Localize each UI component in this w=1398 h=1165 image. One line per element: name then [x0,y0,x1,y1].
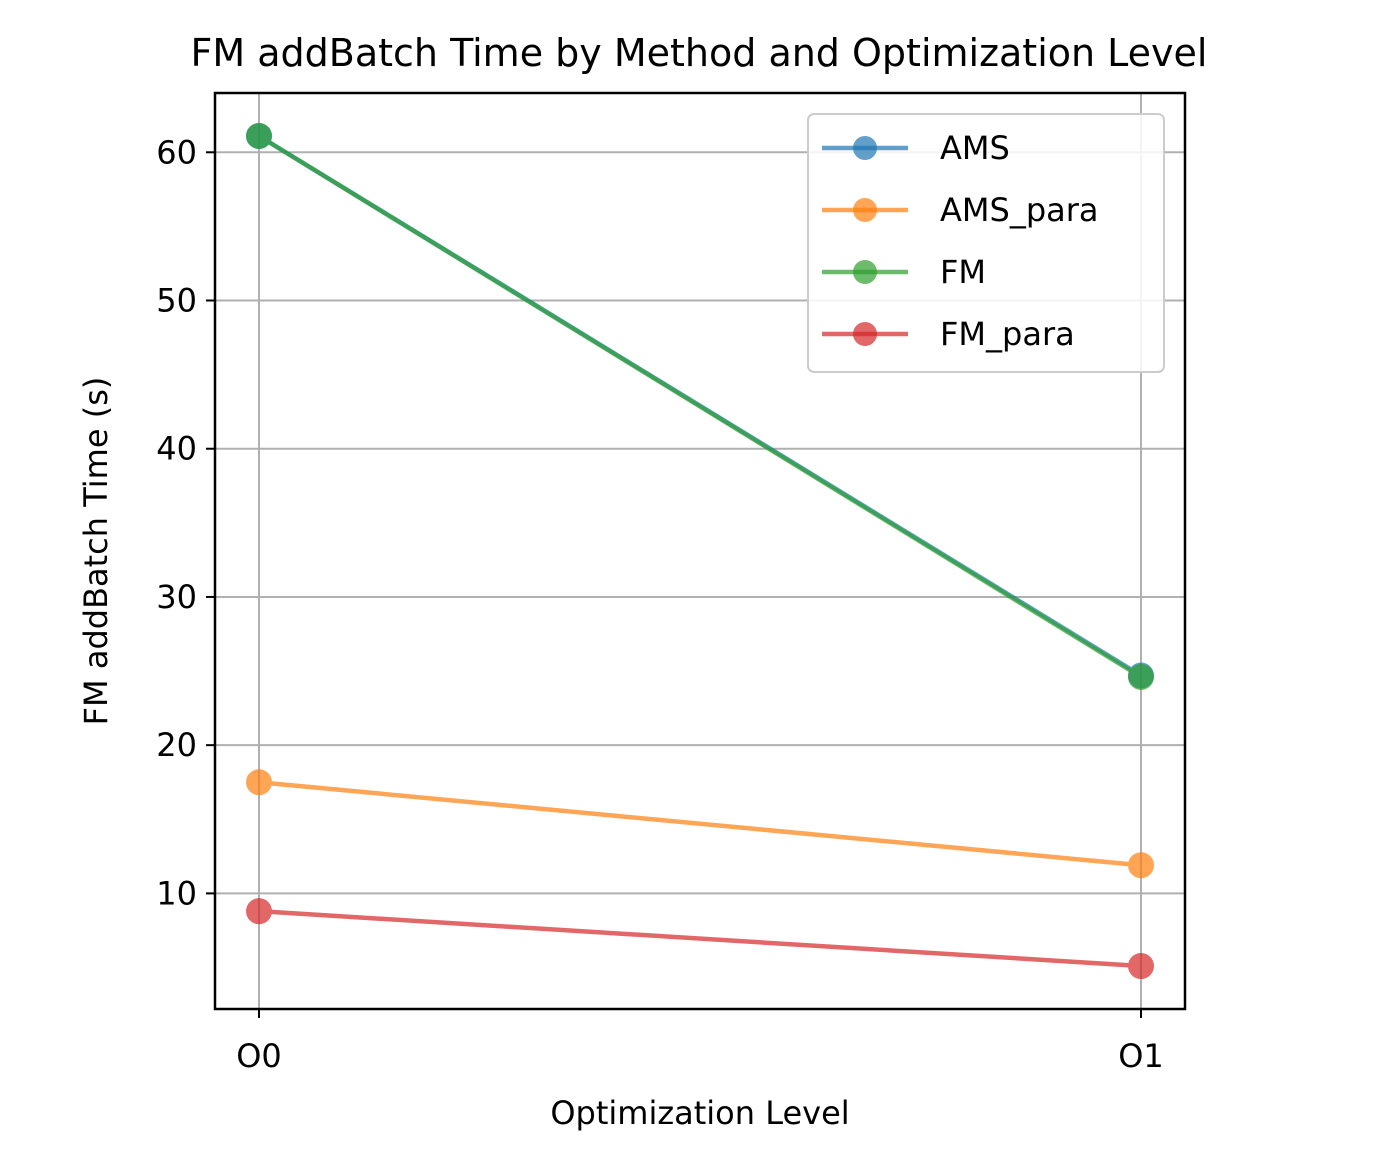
data-point [1128,663,1154,690]
legend-marker [853,260,877,284]
series-layer [246,122,1154,980]
y-tick-label: 30 [156,578,197,616]
data-point [1128,953,1154,980]
series-fm [246,122,1154,690]
x-axis-title: Optimization Level [550,1094,849,1132]
plot-frame [213,91,1187,1011]
legend-item: FM [822,253,986,291]
series-line [258,779,1142,868]
axis-ticks: 10 20 30 40 50 60 O0 O1 [156,133,1163,1075]
legend-box [807,113,1165,373]
series-ams-para [246,769,1154,879]
data-point [1128,852,1154,879]
series-line [258,908,1142,969]
legend-marker [853,322,877,346]
y-axis-title: FM addBatch Time (s) [77,377,115,726]
legend-item: AMS_para [822,191,1099,229]
legend: AMS AMS_para FM FM_para [807,113,1165,373]
series-line [257,134,1143,679]
x-tick-label: O0 [236,1037,282,1075]
legend-item: FM_para [822,315,1075,353]
legend-marker [853,136,877,160]
data-point [246,769,272,796]
legend-marker [853,198,877,222]
legend-label: FM [940,253,986,291]
chart-title: FM addBatch Time by Method and Optimizat… [191,31,1208,75]
data-point [246,122,272,149]
x-tick-label: O1 [1118,1037,1164,1075]
grid [215,93,1185,1009]
y-tick-label: 60 [156,133,197,171]
y-tick-label: 10 [156,874,197,912]
y-tick-label: 20 [156,726,197,764]
y-tick-label: 50 [156,282,197,320]
y-tick-label: 40 [156,430,197,468]
legend-label: AMS [940,129,1010,167]
legend-label: AMS_para [940,191,1099,229]
legend-label: FM_para [940,315,1075,353]
series-fm-para [246,898,1154,980]
data-point [246,898,272,925]
legend-item: AMS [822,129,1010,167]
